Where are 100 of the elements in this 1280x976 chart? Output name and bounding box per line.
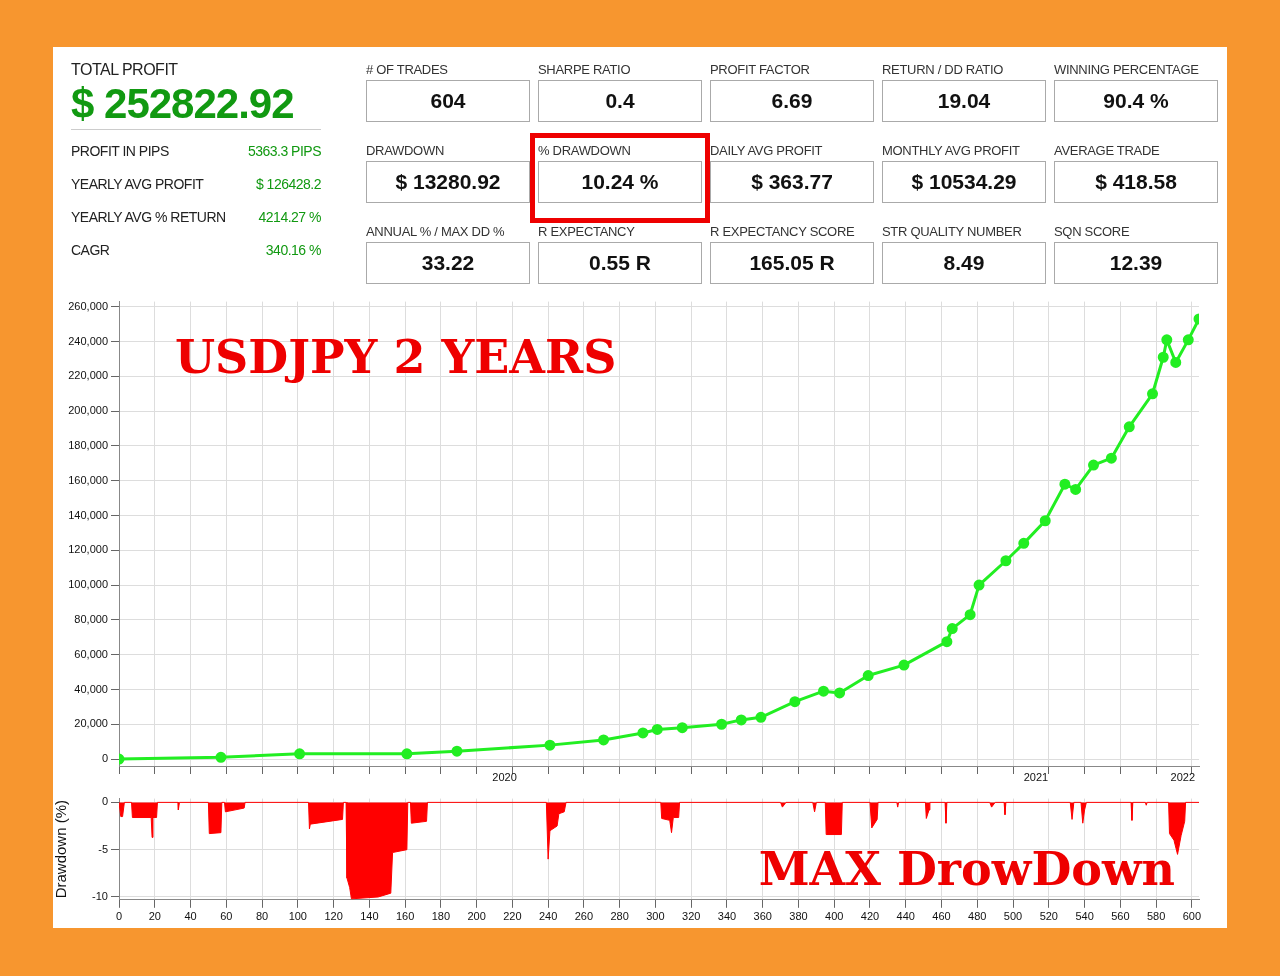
text: TOTAL PROFIT [71, 61, 179, 79]
text: MONTHLY AVG PROFIT [882, 143, 1021, 158]
text: DRAWDOWN [366, 143, 445, 158]
x-tick-label: 380 [789, 910, 808, 923]
text: # OF TRADES [366, 62, 449, 77]
point [1157, 351, 1169, 363]
text: PROFIT IN PIPS [71, 142, 169, 159]
point [294, 748, 306, 760]
x-tick-label: 160 [395, 910, 415, 923]
y-axis-title: Drawdown (%) [52, 800, 70, 899]
point [941, 636, 953, 648]
text: 8.49 [882, 242, 1046, 284]
x-tick-label: 120 [324, 910, 343, 923]
point [716, 718, 728, 730]
x-tick-label: 600 [1182, 910, 1202, 923]
y-tick-label: 100,000 [68, 578, 108, 591]
point [1105, 452, 1117, 464]
text: 4214.27 % [258, 208, 321, 225]
text: AVERAGE TRADE [1054, 143, 1161, 158]
text: CAGR [71, 241, 110, 258]
text: PROFIT FACTOR [710, 62, 811, 77]
annotation: USDJPY 2 YEARS [175, 329, 617, 384]
x-tick-label: 0 [115, 910, 123, 923]
y-tick-label: -10 [92, 889, 108, 902]
y-tick-label: 140,000 [68, 508, 108, 521]
x-tick-label: 580 [1146, 910, 1166, 923]
point [898, 659, 910, 671]
text: YEARLY AVG % RETURN [71, 208, 226, 225]
text: DAILY AVG PROFIT [710, 143, 824, 158]
text: 5363.3 PIPS [247, 142, 321, 159]
x-tick-label: 360 [753, 910, 772, 923]
x-tick-label: 240 [538, 910, 558, 923]
point [1170, 356, 1182, 368]
text: $ 252822.92 [71, 79, 321, 130]
point [1000, 555, 1012, 567]
y-tick-label: 180,000 [68, 439, 108, 451]
text: 6.69 [710, 80, 874, 122]
text: % DRAWDOWN [538, 143, 632, 158]
x-tick-label: 560 [1111, 910, 1130, 923]
point [401, 748, 413, 760]
text: 19.04 [882, 80, 1046, 122]
x-tick-label: 140 [360, 910, 379, 923]
x-tick-label: 440 [896, 910, 915, 923]
point [598, 734, 610, 746]
text: $ 363.77 [710, 161, 874, 203]
y-tick-label: -5 [98, 842, 108, 855]
point [1088, 459, 1099, 471]
y-tick-label: 240,000 [68, 334, 108, 347]
point [1123, 421, 1135, 433]
text: 10.24 % [538, 161, 702, 203]
x-tick-label: 540 [1075, 910, 1094, 923]
point [789, 696, 801, 708]
x-tick-label: 520 [1039, 910, 1058, 923]
text: YEARLY AVG PROFIT [71, 175, 204, 192]
point [735, 714, 747, 726]
text: 2020 [492, 770, 517, 783]
text: 2021 [1023, 770, 1049, 783]
text: $ 126428.2 [255, 175, 321, 192]
text: STR QUALITY NUMBER [882, 224, 1023, 239]
point [651, 723, 663, 735]
point [1018, 537, 1030, 549]
point [215, 751, 227, 763]
text: 90.4 % [1054, 80, 1218, 122]
text: 0.4 [538, 80, 702, 122]
y-tick-label: 40,000 [74, 682, 108, 695]
text: 12.39 [1054, 242, 1218, 284]
text: 340.16 % [265, 241, 321, 258]
text: 0.55 R [538, 242, 702, 284]
x-tick-label: 340 [717, 910, 737, 923]
text: $ 418.58 [1054, 161, 1218, 203]
text: ANNUAL % / MAX DD % [366, 224, 506, 239]
text: 33.22 [366, 242, 530, 284]
point [1039, 515, 1051, 527]
x-tick-label: 40 [184, 910, 197, 923]
x-tick-label: 180 [431, 910, 451, 923]
x-tick-label: 80 [255, 910, 269, 923]
x-tick-label: 300 [646, 910, 665, 923]
x-tick-label: 220 [503, 910, 522, 923]
x-tick-label: 320 [682, 910, 701, 923]
point [451, 745, 463, 757]
x-tick-label: 60 [220, 910, 233, 923]
x-tick-label: 420 [860, 910, 880, 923]
text: 2022 [1170, 770, 1196, 783]
text: SHARPE RATIO [538, 62, 632, 77]
x-tick-label: 20 [148, 910, 161, 923]
x-tick-label: 500 [1003, 910, 1023, 923]
text: WINNING PERCENTAGE [1054, 62, 1200, 77]
x-tick-label: 280 [610, 910, 629, 923]
point [755, 711, 767, 723]
x-tick-label: 460 [932, 910, 951, 923]
point [834, 687, 846, 699]
y-tick-label: 0 [101, 795, 108, 808]
point [1059, 478, 1071, 490]
text: SQN SCORE [1054, 224, 1131, 239]
y-tick-label: 220,000 [68, 369, 108, 382]
point [973, 579, 985, 591]
text: 604 [366, 80, 530, 122]
y-tick-label: 200,000 [68, 404, 108, 417]
point [637, 727, 649, 739]
point [1070, 483, 1082, 495]
